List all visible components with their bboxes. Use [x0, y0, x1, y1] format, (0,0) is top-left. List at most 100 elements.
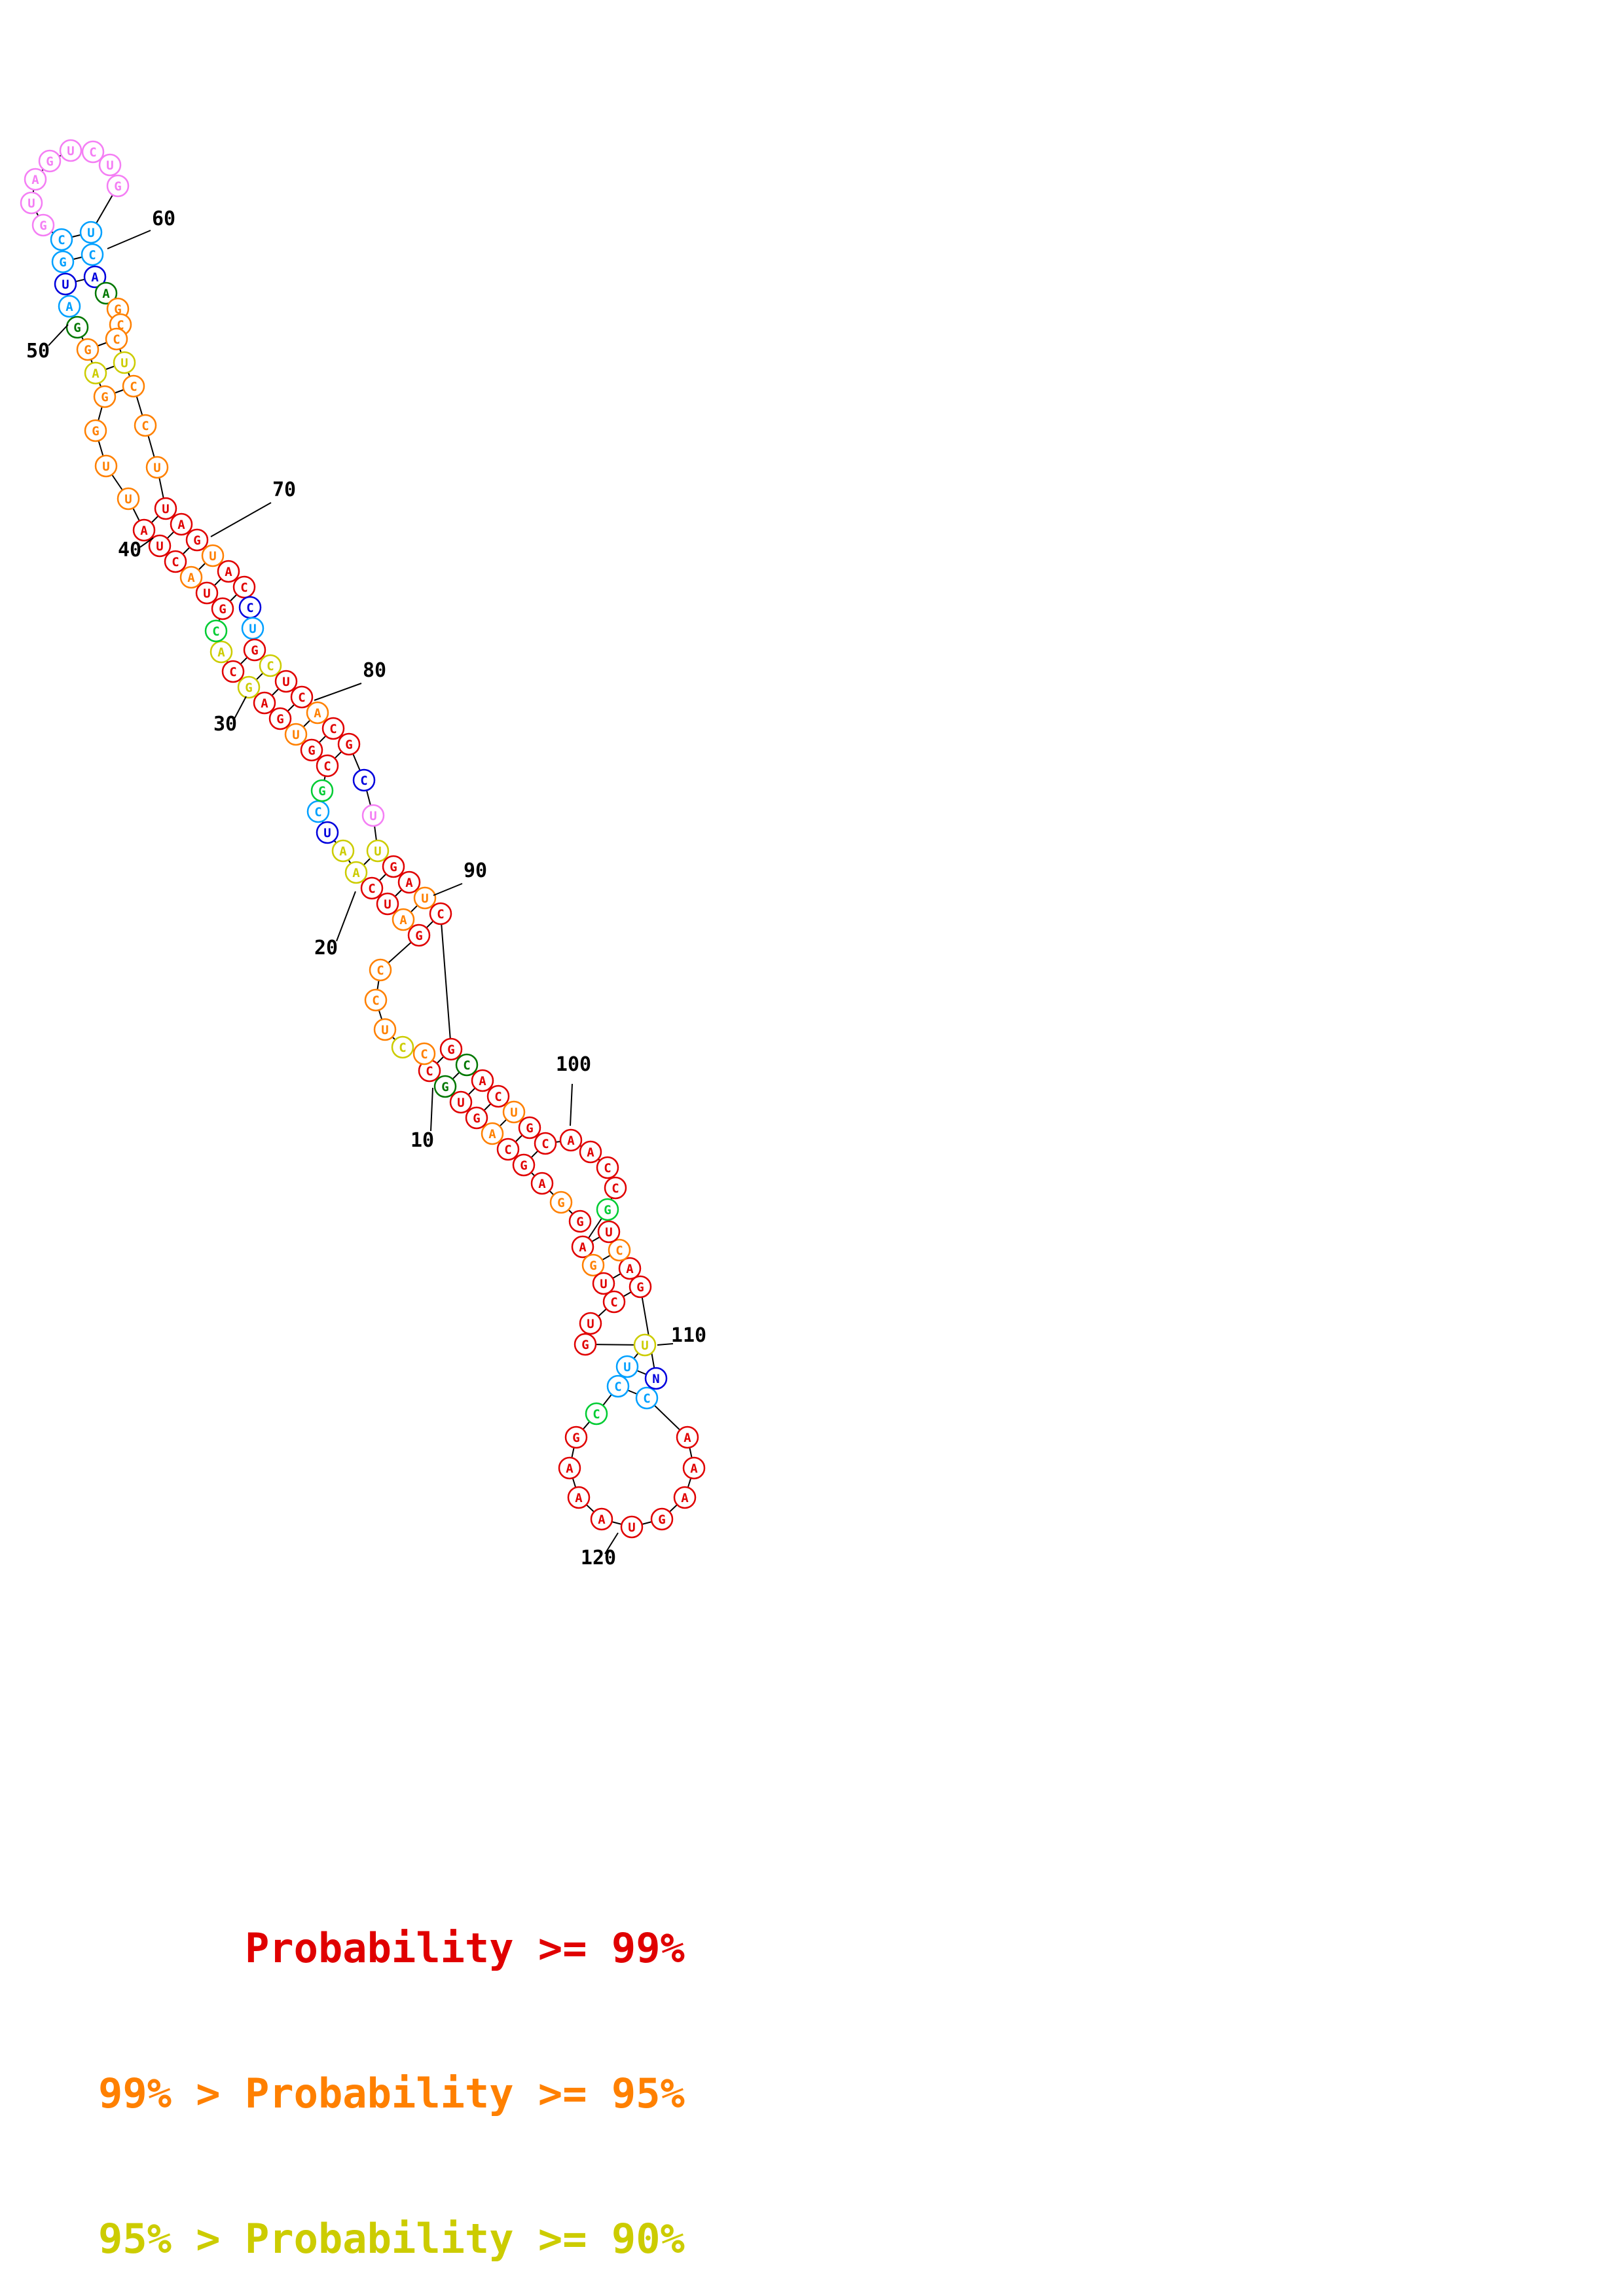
nucleotide-49: G — [51, 250, 75, 274]
nucleotide-1: G — [568, 1210, 592, 1233]
nucleotide-letter: U — [102, 459, 109, 474]
nucleotide-circle — [98, 153, 122, 177]
nucleotide-circle — [217, 560, 240, 583]
nucleotide-99: A — [559, 1128, 583, 1152]
nucleotide-circle — [512, 1153, 536, 1177]
nucleotide-69: U — [145, 456, 169, 479]
nucleotide-circle — [204, 619, 228, 643]
nucleotide-circle — [65, 315, 89, 339]
nucleotide-100: A — [579, 1140, 602, 1164]
nucleotide-73: U — [201, 544, 225, 567]
nucleotide-circle — [76, 338, 100, 361]
nucleotide-59: U — [79, 221, 103, 244]
position-label-10: 10 — [410, 1129, 434, 1152]
nucleotide-57: U — [98, 153, 122, 177]
nucleotide-87: U — [366, 839, 390, 863]
nucleotide-circle — [170, 512, 193, 536]
nucleotide-circle — [253, 691, 276, 715]
nucleotide-30: G — [237, 675, 261, 699]
nucleotide-letter: A — [684, 1431, 691, 1445]
nucleotide-circle — [597, 1220, 621, 1244]
nucleotide-37: C — [164, 550, 187, 573]
nucleotide-15: C — [369, 958, 392, 982]
nucleotide-circle — [164, 550, 187, 573]
nucleotide-circle — [361, 804, 385, 827]
nucleotide-2: G — [549, 1191, 573, 1214]
nucleotide-letter: G — [46, 154, 53, 169]
nucleotide-circle — [530, 1172, 554, 1195]
nucleotide-66: U — [113, 351, 136, 374]
nucleotide-16: G — [407, 924, 431, 947]
nucleotide-circle — [364, 988, 388, 1012]
nucleotide-82: A — [306, 701, 329, 725]
nucleotide-56: C — [81, 140, 105, 164]
nucleotide-letter: A — [538, 1177, 546, 1191]
nucleotide-104: A — [571, 1235, 594, 1259]
nucleotide-circle — [117, 487, 140, 511]
nucleotide-letter: C — [298, 691, 305, 705]
nucleotide-circle — [79, 221, 103, 244]
position-label-tick — [430, 1087, 433, 1132]
nucleotide-circle — [316, 821, 339, 844]
position-label-100: 100 — [556, 1053, 591, 1076]
nucleotide-61: A — [83, 265, 107, 289]
nucleotide-circle — [412, 1042, 436, 1066]
nucleotide-circle — [549, 1191, 573, 1214]
nucleotide-circle — [31, 213, 55, 237]
nucleotide-108: U — [579, 1312, 602, 1335]
nucleotide-53: A — [24, 168, 47, 191]
nucleotide-32: A — [210, 640, 233, 664]
nucleotide-letter: C — [240, 581, 247, 595]
nucleotide-letter: C — [323, 759, 331, 774]
nucleotide-119: G — [650, 1507, 674, 1531]
nucleotide-letter: G — [219, 602, 226, 617]
nucleotide-circle — [366, 839, 390, 863]
nucleotide-circle — [382, 855, 405, 878]
nucleotide-letter: G — [604, 1203, 611, 1217]
nucleotide-circle — [20, 191, 43, 215]
nucleotide-31: C — [221, 660, 245, 683]
nucleotide-letter: U — [209, 549, 216, 564]
position-label-tick — [336, 891, 356, 942]
position-label-tick — [48, 324, 69, 346]
rna-structure-diagram: GGAGCAGUGCCCUCCGAUCAAUCGCGUGAGCACGUACUAU… — [20, 139, 706, 1570]
nucleotide-letter: C — [360, 774, 367, 788]
nucleotide-letter: U — [87, 226, 94, 240]
nucleotide-18: U — [376, 892, 399, 916]
nucleotide-97: G — [518, 1116, 541, 1139]
nucleotide-circle — [81, 243, 104, 266]
nucleotide-letter: A — [65, 300, 73, 314]
nucleotide-circle — [590, 1507, 613, 1531]
nucleotide-letter: G — [526, 1121, 533, 1136]
nucleotide-circle — [241, 617, 264, 640]
nucleotide-circle — [321, 717, 345, 740]
nucleotide-letter: A — [352, 866, 360, 880]
nucleotide-circle — [360, 876, 384, 900]
nucleotide-letter: G — [415, 929, 422, 943]
nucleotide-circle — [344, 861, 368, 884]
nucleotide-circle — [210, 640, 233, 664]
nucleotide-20: A — [344, 861, 368, 884]
nucleotide-circle — [352, 768, 376, 792]
position-label-tick — [433, 883, 463, 896]
nucleotide-letter: U — [156, 539, 163, 554]
nucleotide-103: G — [596, 1198, 619, 1221]
nucleotide-circle — [58, 295, 81, 318]
nucleotide-circle — [232, 575, 256, 599]
nucleotide-letter: A — [575, 1491, 583, 1505]
nucleotide-26: G — [300, 738, 323, 762]
nucleotide-circle — [284, 723, 308, 746]
nucleotide-letter: U — [323, 826, 331, 840]
nucleotide-letter: C — [266, 659, 274, 673]
nucleotide-letter: A — [225, 565, 232, 579]
nucleotide-circle — [310, 779, 334, 802]
nucleotide-circle — [608, 1238, 631, 1262]
nucleotide-letter: A — [102, 287, 110, 301]
nucleotide-letter: A — [314, 706, 321, 721]
nucleotide-80: U — [274, 670, 298, 693]
nucleotide-letter: C — [246, 601, 253, 615]
nucleotide-circle — [369, 958, 392, 982]
nucleotide-116: A — [567, 1486, 591, 1509]
nucleotide-letter: U — [62, 278, 69, 292]
nucleotide-letter: G — [589, 1259, 596, 1273]
